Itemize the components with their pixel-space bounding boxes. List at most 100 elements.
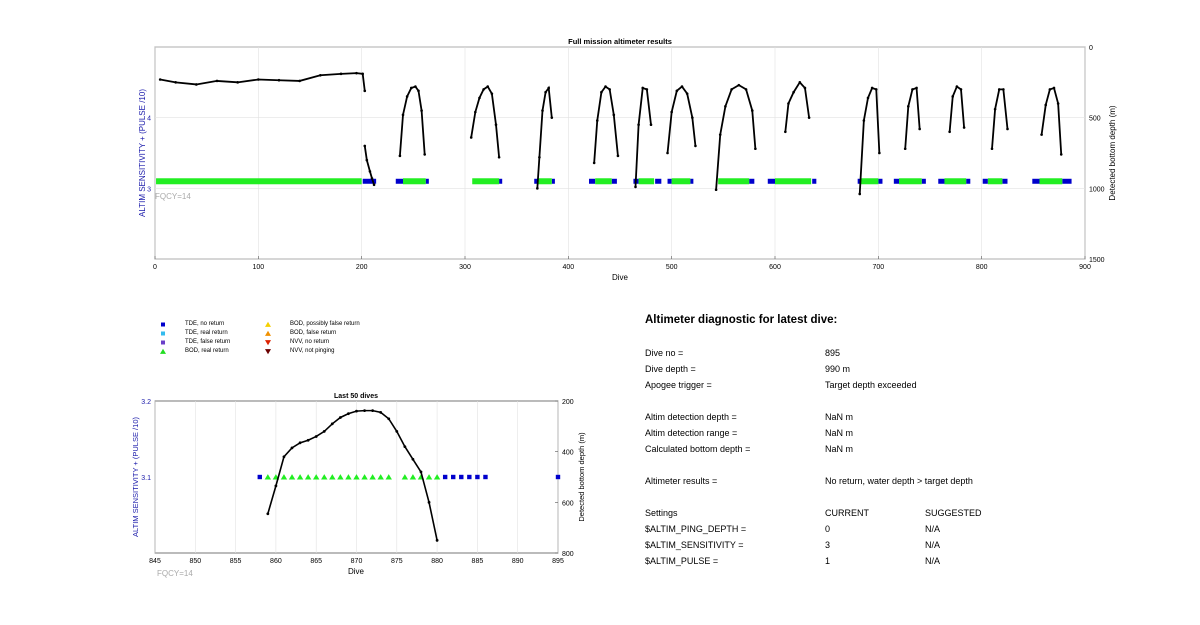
setting-suggested: N/A (925, 524, 941, 534)
tde-no-return-marker (966, 178, 971, 184)
bottom-depth-point (592, 161, 596, 165)
bod-real-return-marker (472, 178, 500, 185)
bottom-depth-point (361, 72, 365, 76)
bod-real-return-marker (860, 178, 879, 185)
chart1-xtick-label: 200 (356, 264, 368, 271)
bottom-depth-point (277, 78, 281, 82)
chart2-ytick-left-label: 3.1 (141, 475, 151, 482)
bottom-depth-point (792, 90, 795, 94)
bod-real-return-marker (538, 178, 552, 185)
diagnostic-label: Altim detection range = (645, 428, 738, 438)
tde-no-return-marker (921, 178, 926, 184)
chart2-ytick-right-label: 600 (562, 500, 574, 507)
tde-no-return-marker (690, 178, 694, 184)
bottom-depth-point (737, 83, 741, 87)
bottom-depth-point (541, 109, 544, 112)
bottom-depth-point (685, 92, 689, 95)
tde-no-return-marker (878, 178, 883, 184)
settings-label: Settings (645, 508, 678, 518)
settings-header-row: Settings CURRENT SUGGESTED (645, 508, 1145, 522)
bottom-depth-line (470, 85, 500, 158)
chart2-xtick-label: 880 (431, 558, 443, 565)
settings-current-header: CURRENT (825, 508, 869, 518)
diagnostic-label: Dive no = (645, 348, 684, 358)
diagnostic-row-bottom-depth: Calculated bottom depth = NaN m (645, 444, 1145, 458)
bod-real-return-marker (899, 178, 922, 185)
bottom-depth-point (298, 79, 301, 83)
bottom-depth-point (257, 78, 260, 81)
legend-label: BOD, real return (185, 348, 229, 354)
bottom-depth-point (215, 79, 219, 83)
bottom-depth-point (544, 90, 547, 94)
bod-real-return-marker (401, 474, 409, 480)
bottom-depth-point (798, 81, 802, 84)
setting-current: 3 (825, 540, 831, 550)
diagnostic-value: NaN m (825, 444, 854, 454)
chart2-xtick-label: 890 (512, 558, 524, 565)
legend-triangle-icon (265, 321, 271, 327)
chart1-xtick-label: 300 (459, 264, 471, 271)
chart1-ytick-right-label: 500 (1089, 116, 1101, 123)
bod-real-return-marker (718, 178, 750, 185)
diagnostic-row-dive-depth: Dive depth = 990 m (645, 364, 1145, 378)
settings-suggested-header: SUGGESTED (925, 508, 982, 518)
bod-real-return-marker (385, 474, 392, 480)
chart1-xtick-label: 700 (872, 264, 884, 271)
bod-real-return-marker (595, 178, 612, 185)
bod-real-return-marker (775, 178, 812, 185)
bottom-depth-point (600, 90, 603, 94)
legend-square-icon (161, 322, 165, 327)
chart2-title: Last 50 dives (334, 393, 378, 400)
bottom-depth-point (807, 116, 811, 119)
legend-label: TDE, real return (185, 330, 228, 336)
legend-triangle-icon (265, 330, 271, 336)
bottom-depth-point (536, 187, 539, 190)
bod-real-return-marker (409, 474, 417, 480)
bottom-depth-point (403, 445, 407, 448)
bottom-depth-point (195, 83, 198, 86)
bottom-depth-point (314, 435, 318, 438)
bottom-depth-point (641, 86, 645, 90)
tde-no-return-marker (362, 178, 377, 184)
bottom-depth-point (298, 441, 302, 445)
bottom-depth-point (803, 86, 807, 90)
legend-symbol-icon (265, 321, 271, 327)
bottom-depth-point (724, 105, 727, 108)
bottom-depth-point (405, 95, 409, 98)
bottom-depth-point (347, 412, 350, 416)
chart1-xtick-label: 0 (153, 264, 157, 271)
bottom-depth-point (637, 123, 640, 127)
bottom-depth-line (858, 86, 881, 195)
chart1-xtick-label: 100 (252, 264, 264, 271)
bottom-depth-point (670, 110, 673, 114)
legend-symbol-icon (265, 340, 271, 346)
bottom-depth-point (322, 430, 326, 433)
setting-suggested: N/A (925, 556, 941, 566)
bottom-depth-point (993, 107, 997, 111)
bottom-depth-point (494, 123, 498, 127)
tde-no-return-marker (459, 474, 464, 480)
bottom-depth-point (423, 153, 427, 156)
chart2-fqcy-annotation: FQCY=14 (157, 569, 193, 578)
bottom-depth-point (750, 109, 754, 112)
tde-no-return-marker (938, 178, 945, 184)
tde-no-return-marker (611, 178, 617, 184)
bottom-depth-point (649, 123, 653, 127)
tde-no-return-marker (857, 178, 861, 184)
bottom-depth-point (363, 144, 367, 148)
tde-no-return-marker (395, 178, 403, 184)
tde-no-return-marker (812, 178, 817, 184)
bottom-depth-point (990, 147, 994, 151)
bottom-depth-point (874, 88, 878, 91)
bottom-depth-point (1040, 133, 1043, 136)
chart2-xtick-label: 850 (189, 558, 201, 565)
settings-row-sensitivity: $ALTIM_SENSITIVITY = 3 N/A (645, 540, 1145, 554)
bod-real-return-marker (156, 178, 362, 185)
bottom-depth-point (355, 71, 358, 75)
settings-row-pulse: $ALTIM_PULSE = 1 N/A (645, 556, 1145, 570)
bottom-depth-line (536, 85, 553, 189)
bottom-depth-point (645, 88, 649, 91)
bod-real-return-marker (377, 474, 384, 480)
tde-no-return-marker (499, 178, 503, 184)
bod-real-return-marker (433, 474, 441, 480)
